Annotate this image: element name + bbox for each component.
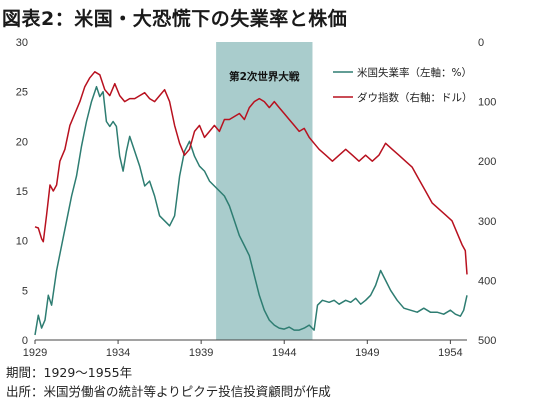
x-tick-label: 1939 bbox=[189, 347, 213, 359]
source-note: 出所：米国労働省の統計等よりピクテ投信投資顧問が作成 bbox=[6, 384, 331, 399]
right-tick-label: 400 bbox=[478, 275, 496, 287]
x-tick-label: 1944 bbox=[272, 347, 296, 359]
right-tick-label: 0 bbox=[478, 37, 484, 49]
legend-label-unemployment: 米国失業率（左軸：%） bbox=[357, 66, 472, 79]
x-axis-ticks: 1929 1934 1939 1944 1949 1954 bbox=[23, 340, 463, 359]
ww2-label: 第2次世界大戦 bbox=[229, 70, 300, 83]
left-tick-label: 30 bbox=[16, 37, 28, 49]
x-tick-label: 1954 bbox=[438, 347, 462, 359]
period-note: 期間：1929～1955年 bbox=[6, 365, 133, 380]
left-tick-label: 20 bbox=[16, 136, 28, 148]
left-tick-label: 5 bbox=[22, 285, 28, 297]
right-tick-label: 500 bbox=[478, 335, 496, 347]
series-line-unemployment bbox=[34, 85, 468, 336]
right-tick-label: 300 bbox=[478, 216, 496, 228]
legend: 米国失業率（左軸：%） ダウ指数（右軸：ドル） bbox=[333, 66, 473, 104]
left-tick-label: 10 bbox=[16, 236, 28, 248]
x-tick-label: 1934 bbox=[106, 347, 130, 359]
right-tick-label: 200 bbox=[478, 156, 496, 168]
right-axis-ticks: 0 100 200 300 400 500 bbox=[478, 37, 496, 347]
left-tick-label: 25 bbox=[16, 87, 28, 99]
series-line-dow bbox=[34, 71, 468, 275]
right-tick-label: 100 bbox=[478, 97, 496, 109]
x-tick-label: 1949 bbox=[355, 347, 379, 359]
x-tick-label: 1929 bbox=[23, 347, 47, 359]
left-tick-label: 0 bbox=[22, 335, 28, 347]
chart-title: 図表2：米国・大恐慌下の失業率と株価 bbox=[2, 8, 348, 30]
left-axis-ticks: 0 5 10 15 20 25 30 bbox=[16, 37, 28, 347]
ww2-shaded-region bbox=[216, 42, 313, 340]
legend-label-dow: ダウ指数（右軸：ドル） bbox=[357, 91, 473, 104]
left-tick-label: 15 bbox=[16, 186, 28, 198]
